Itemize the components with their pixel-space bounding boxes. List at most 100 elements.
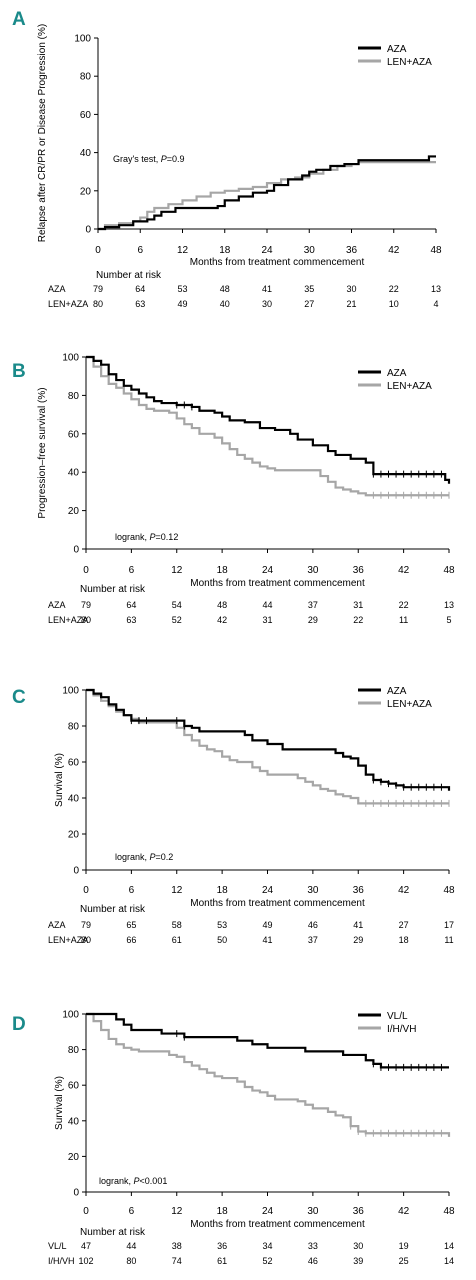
x-axis-label: Months from treatment commencement <box>190 1219 365 1230</box>
x-tick-label: 18 <box>217 1206 229 1217</box>
risk-value: 11 <box>399 615 408 625</box>
test-name: Gray's test, <box>113 154 161 164</box>
risk-table-title: Number at risk <box>80 904 146 915</box>
risk-value: 80 <box>81 935 91 945</box>
risk-table: Number at risk AZA 79 64 54 48 44 37 31 22 13 LEN+A… <box>48 584 454 625</box>
risk-table-title: Number at risk <box>96 270 162 281</box>
risk-value: 40 <box>220 299 230 309</box>
x-tick-label: 30 <box>307 1206 319 1217</box>
x-tick-label: 18 <box>217 565 229 576</box>
risk-value: 27 <box>304 299 314 309</box>
x-tick-label: 6 <box>129 885 135 896</box>
x-tick-label: 18 <box>217 885 229 896</box>
x-tick-label: 36 <box>346 245 358 256</box>
x-tick-label: 30 <box>304 245 316 256</box>
x-tick-label: 24 <box>261 245 273 256</box>
test-name: logrank, <box>99 1176 134 1186</box>
risk-table-title: Number at risk <box>80 1227 146 1238</box>
x-tick-label: 42 <box>388 245 400 256</box>
y-tick-label: 80 <box>68 1045 80 1056</box>
series-line-aza <box>86 355 451 484</box>
risk-value: 13 <box>444 600 454 610</box>
legend-label: LEN+AZA <box>387 57 432 68</box>
legend-label: LEN+AZA <box>387 699 432 710</box>
x-tick-label: 30 <box>307 885 319 896</box>
p-symbol: P <box>134 1176 140 1186</box>
series-line-aza <box>98 155 436 231</box>
x-tick-label: 12 <box>177 245 189 256</box>
risk-value: 53 <box>177 284 187 294</box>
y-tick-label: 60 <box>68 429 80 440</box>
series-line-vl-l <box>86 1012 449 1069</box>
panel-label: A <box>12 9 26 30</box>
y-tick-label: 0 <box>73 545 79 556</box>
risk-value: 58 <box>172 920 182 930</box>
series-line-i-h-vh <box>86 1012 451 1137</box>
x-tick-label: 24 <box>262 1206 274 1217</box>
risk-value: 35 <box>304 284 314 294</box>
p-value: <0.001 <box>140 1176 168 1186</box>
risk-table: Number at risk VL/L 47 44 38 36 34 33 30 19 14 I/H/… <box>48 1227 454 1266</box>
risk-value: 41 <box>262 935 272 945</box>
risk-value: 54 <box>172 600 182 610</box>
y-tick-label: 40 <box>68 1116 80 1127</box>
y-tick-label: 60 <box>80 110 92 121</box>
risk-value: 37 <box>308 935 318 945</box>
risk-value: 4 <box>433 299 438 309</box>
panel-label: D <box>12 1014 26 1035</box>
risk-value: 33 <box>308 1241 318 1251</box>
x-tick-label: 30 <box>307 565 319 576</box>
x-tick-label: 6 <box>137 245 143 256</box>
x-tick-label: 6 <box>129 565 135 576</box>
risk-value: 22 <box>353 615 363 625</box>
risk-value: 18 <box>399 935 409 945</box>
x-axis-label: Months from treatment commencement <box>190 578 365 589</box>
y-tick-label: 100 <box>62 1010 79 1021</box>
legend-label: LEN+AZA <box>387 381 432 392</box>
x-tick-label: 48 <box>443 565 455 576</box>
y-tick-label: 60 <box>68 758 80 769</box>
risk-value: 63 <box>135 299 145 309</box>
risk-value: 17 <box>444 920 454 930</box>
risk-value: 11 <box>444 935 453 945</box>
risk-value: 5 <box>446 615 451 625</box>
risk-value: 66 <box>126 935 136 945</box>
legend-label: AZA <box>387 368 407 379</box>
risk-value: 64 <box>135 284 145 294</box>
y-tick-label: 80 <box>68 391 80 402</box>
risk-value: 41 <box>262 284 272 294</box>
panel-label: B <box>12 361 26 382</box>
risk-value: 14 <box>444 1241 454 1251</box>
chart-panel-a: A 0 20 40 60 80 100 0 6 12 18 24 30 36 42 48 Months from… <box>12 9 442 309</box>
risk-value: 61 <box>217 1256 227 1266</box>
y-tick-label: 80 <box>80 72 92 83</box>
test-name: logrank, <box>115 852 150 862</box>
test-name: logrank, <box>115 532 150 542</box>
legend: AZA LEN+AZA <box>358 368 432 392</box>
risk-row-label: LEN+AZA <box>48 299 88 309</box>
risk-value: 31 <box>353 600 363 610</box>
risk-value: 80 <box>126 1256 136 1266</box>
x-tick-label: 48 <box>443 1206 455 1217</box>
y-tick-label: 80 <box>68 722 80 733</box>
risk-row-label: VL/L <box>48 1241 67 1251</box>
risk-row-label: I/H/VH <box>48 1256 75 1266</box>
y-axis-label: Progression–free survival (%) <box>37 387 48 518</box>
series-line-len-aza <box>86 355 449 497</box>
risk-value: 49 <box>177 299 187 309</box>
risk-value: 19 <box>399 1241 409 1251</box>
test-annotation: logrank, P=0.12 <box>115 532 178 542</box>
risk-row-label: AZA <box>48 600 66 610</box>
x-tick-label: 12 <box>171 1206 183 1217</box>
risk-value: 30 <box>262 299 272 309</box>
x-tick-label: 42 <box>398 1206 410 1217</box>
x-tick-label: 0 <box>83 565 89 576</box>
risk-table: Number at risk AZA 79 65 58 53 49 46 41 27 17 LEN+A… <box>48 904 454 945</box>
p-symbol: P <box>150 532 156 542</box>
y-tick-label: 20 <box>68 1152 80 1163</box>
risk-value: 46 <box>308 920 318 930</box>
legend: AZA LEN+AZA <box>358 686 432 710</box>
risk-value: 30 <box>346 284 356 294</box>
risk-value: 46 <box>308 1256 318 1266</box>
x-tick-label: 12 <box>171 565 183 576</box>
